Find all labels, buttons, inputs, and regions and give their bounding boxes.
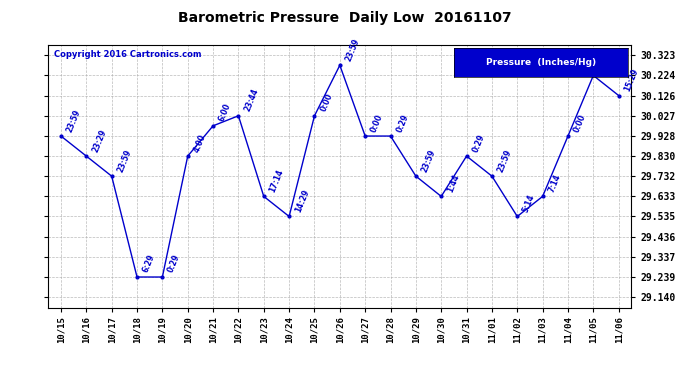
Text: 23:59: 23:59 [116, 148, 133, 173]
Text: 0:29: 0:29 [395, 112, 410, 133]
Text: 23:59: 23:59 [420, 148, 437, 173]
Text: 22:44: 22:44 [598, 47, 615, 73]
Text: 15:29: 15:29 [623, 67, 640, 93]
Text: 0:29: 0:29 [471, 132, 486, 153]
Text: 5:14: 5:14 [522, 193, 537, 214]
Text: 23:59: 23:59 [344, 37, 362, 63]
Text: 7:14: 7:14 [546, 172, 562, 194]
Text: 0:00: 0:00 [319, 92, 334, 113]
Text: 23:44: 23:44 [243, 87, 260, 113]
Text: 23:59: 23:59 [496, 148, 513, 173]
Text: 6:00: 6:00 [217, 102, 233, 123]
Text: 17:14: 17:14 [268, 168, 286, 194]
Text: Barometric Pressure  Daily Low  20161107: Barometric Pressure Daily Low 20161107 [178, 11, 512, 25]
Text: 6:29: 6:29 [141, 254, 157, 274]
Text: 4:00: 4:00 [192, 132, 207, 153]
Text: 14:29: 14:29 [293, 188, 310, 214]
Text: 23:29: 23:29 [90, 128, 108, 153]
Text: 0:29: 0:29 [166, 254, 182, 274]
Text: Copyright 2016 Cartronics.com: Copyright 2016 Cartronics.com [54, 50, 201, 59]
Text: 23:59: 23:59 [65, 108, 83, 133]
Text: 0:00: 0:00 [572, 112, 588, 133]
Text: 0:00: 0:00 [369, 112, 385, 133]
Text: 1:44: 1:44 [445, 173, 461, 194]
